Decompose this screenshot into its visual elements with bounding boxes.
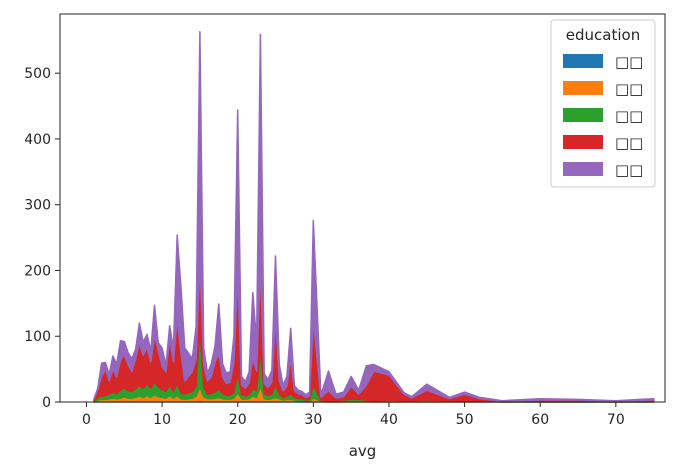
y-axis: 0 100 200 300 400 500 [24,66,60,411]
y-tick-label: 500 [24,66,51,82]
legend-label: □□ [615,134,643,152]
legend-swatch [563,54,603,68]
x-tick-label: 20 [229,412,247,428]
x-axis-label: avg [349,442,377,460]
x-tick-label: 60 [531,412,549,428]
y-tick-label: 100 [24,329,51,345]
legend-title: education [566,26,640,44]
series-area-5 [93,31,655,403]
y-tick-label: 300 [24,198,51,214]
legend-label: □□ [615,107,643,125]
x-tick-label: 70 [607,412,625,428]
legend-swatch [563,135,603,149]
y-tick-label: 200 [24,263,51,279]
x-tick-label: 30 [304,412,322,428]
legend-label: □□ [615,80,643,98]
x-tick-label: 50 [456,412,474,428]
x-tick-label: 10 [153,412,171,428]
legend-label: □□ [615,161,643,179]
legend-swatch [563,162,603,176]
x-axis: 0 10 20 30 40 50 60 70 [82,402,625,428]
x-tick-label: 0 [82,412,91,428]
legend-label: □□ [615,53,643,71]
y-tick-label: 0 [42,395,51,411]
x-tick-label: 40 [380,412,398,428]
legend-swatch [563,108,603,122]
legend-entries: □□ □□ □□ □□ □□ [563,53,643,179]
legend-swatch [563,81,603,95]
y-tick-label: 400 [24,132,51,148]
plot-frame [59,13,666,403]
legend: education □□ □□ □□ □□ □□ [550,19,656,188]
